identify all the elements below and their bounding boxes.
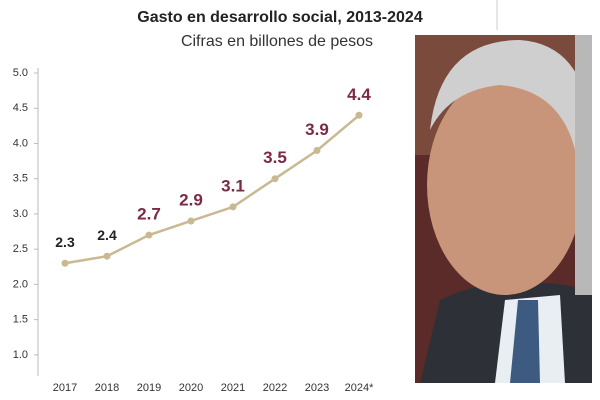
data-label: 3.9 xyxy=(305,120,329,139)
y-tick-label: 3.0 xyxy=(13,208,28,220)
y-tick-label: 5.0 xyxy=(13,67,28,79)
point xyxy=(103,252,111,260)
data-label: 4.4 xyxy=(347,85,371,104)
data-label: 2.9 xyxy=(179,190,203,209)
y-tick-label: 1.5 xyxy=(13,314,28,326)
point xyxy=(145,231,153,239)
chart-title: Gasto en desarrollo social, 2013-2024 xyxy=(137,9,423,26)
photo xyxy=(415,35,592,383)
point xyxy=(61,259,69,267)
y-tick-label: 1.0 xyxy=(13,349,28,361)
point xyxy=(187,217,195,225)
x-tick-label: 2024* xyxy=(345,382,374,394)
point xyxy=(355,111,363,119)
x-tick-label: 2020 xyxy=(179,382,203,394)
y-tick-label: 2.5 xyxy=(13,243,28,255)
y-tick-label: 4.5 xyxy=(13,102,28,114)
x-tick-label: 2018 xyxy=(95,382,119,394)
x-tick-label: 2023 xyxy=(305,382,329,394)
point xyxy=(229,203,237,211)
data-label: 3.1 xyxy=(221,176,245,195)
point xyxy=(313,147,321,155)
data-label: 2.3 xyxy=(55,234,75,250)
y-tick-label: 3.5 xyxy=(13,173,28,185)
chart-subtitle: Cifras en billones de pesos xyxy=(181,33,373,50)
y-tick-label: 4.0 xyxy=(13,137,28,149)
point xyxy=(271,175,279,183)
data-label: 2.4 xyxy=(97,227,117,243)
line xyxy=(64,114,360,265)
x-tick-label: 2019 xyxy=(137,382,161,394)
x-tick-label: 2017 xyxy=(53,382,77,394)
x-tick-label: 2022 xyxy=(263,382,287,394)
data-label: 2.7 xyxy=(137,205,161,224)
data-label: 3.5 xyxy=(263,148,287,167)
y-tick-label: 2.0 xyxy=(13,278,28,290)
x-tick-label: 2021 xyxy=(221,382,245,394)
